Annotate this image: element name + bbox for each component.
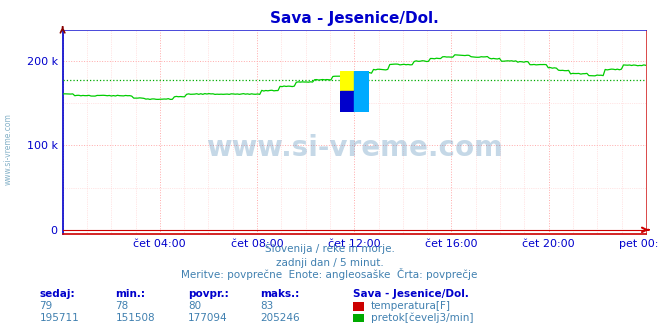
Text: 151508: 151508	[115, 313, 155, 323]
Bar	[339, 71, 355, 91]
Title: Sava - Jesenice/Dol.: Sava - Jesenice/Dol.	[270, 11, 439, 26]
Text: temperatura[F]: temperatura[F]	[371, 301, 451, 311]
Text: 177094: 177094	[188, 313, 227, 323]
Text: 78: 78	[115, 301, 129, 311]
Text: 195711: 195711	[40, 313, 79, 323]
Text: 80: 80	[188, 301, 201, 311]
Text: 205246: 205246	[260, 313, 300, 323]
Text: Slovenija / reke in morje.: Slovenija / reke in morje.	[264, 244, 395, 254]
Text: zadnji dan / 5 minut.: zadnji dan / 5 minut.	[275, 258, 384, 268]
Text: 79: 79	[40, 301, 53, 311]
Text: 83: 83	[260, 301, 273, 311]
Bar	[355, 71, 369, 91]
Text: maks.:: maks.:	[260, 289, 300, 299]
Bar	[339, 91, 355, 112]
Text: min.:: min.:	[115, 289, 146, 299]
Text: Sava - Jesenice/Dol.: Sava - Jesenice/Dol.	[353, 289, 469, 299]
Text: sedaj:: sedaj:	[40, 289, 75, 299]
Text: pretok[čevelj3/min]: pretok[čevelj3/min]	[371, 312, 474, 323]
Text: Meritve: povprečne  Enote: angleosaške  Črta: povprečje: Meritve: povprečne Enote: angleosaške Čr…	[181, 268, 478, 280]
Text: povpr.:: povpr.:	[188, 289, 229, 299]
Text: www.si-vreme.com: www.si-vreme.com	[3, 114, 13, 185]
Bar	[355, 91, 369, 112]
Text: www.si-vreme.com: www.si-vreme.com	[206, 134, 503, 162]
